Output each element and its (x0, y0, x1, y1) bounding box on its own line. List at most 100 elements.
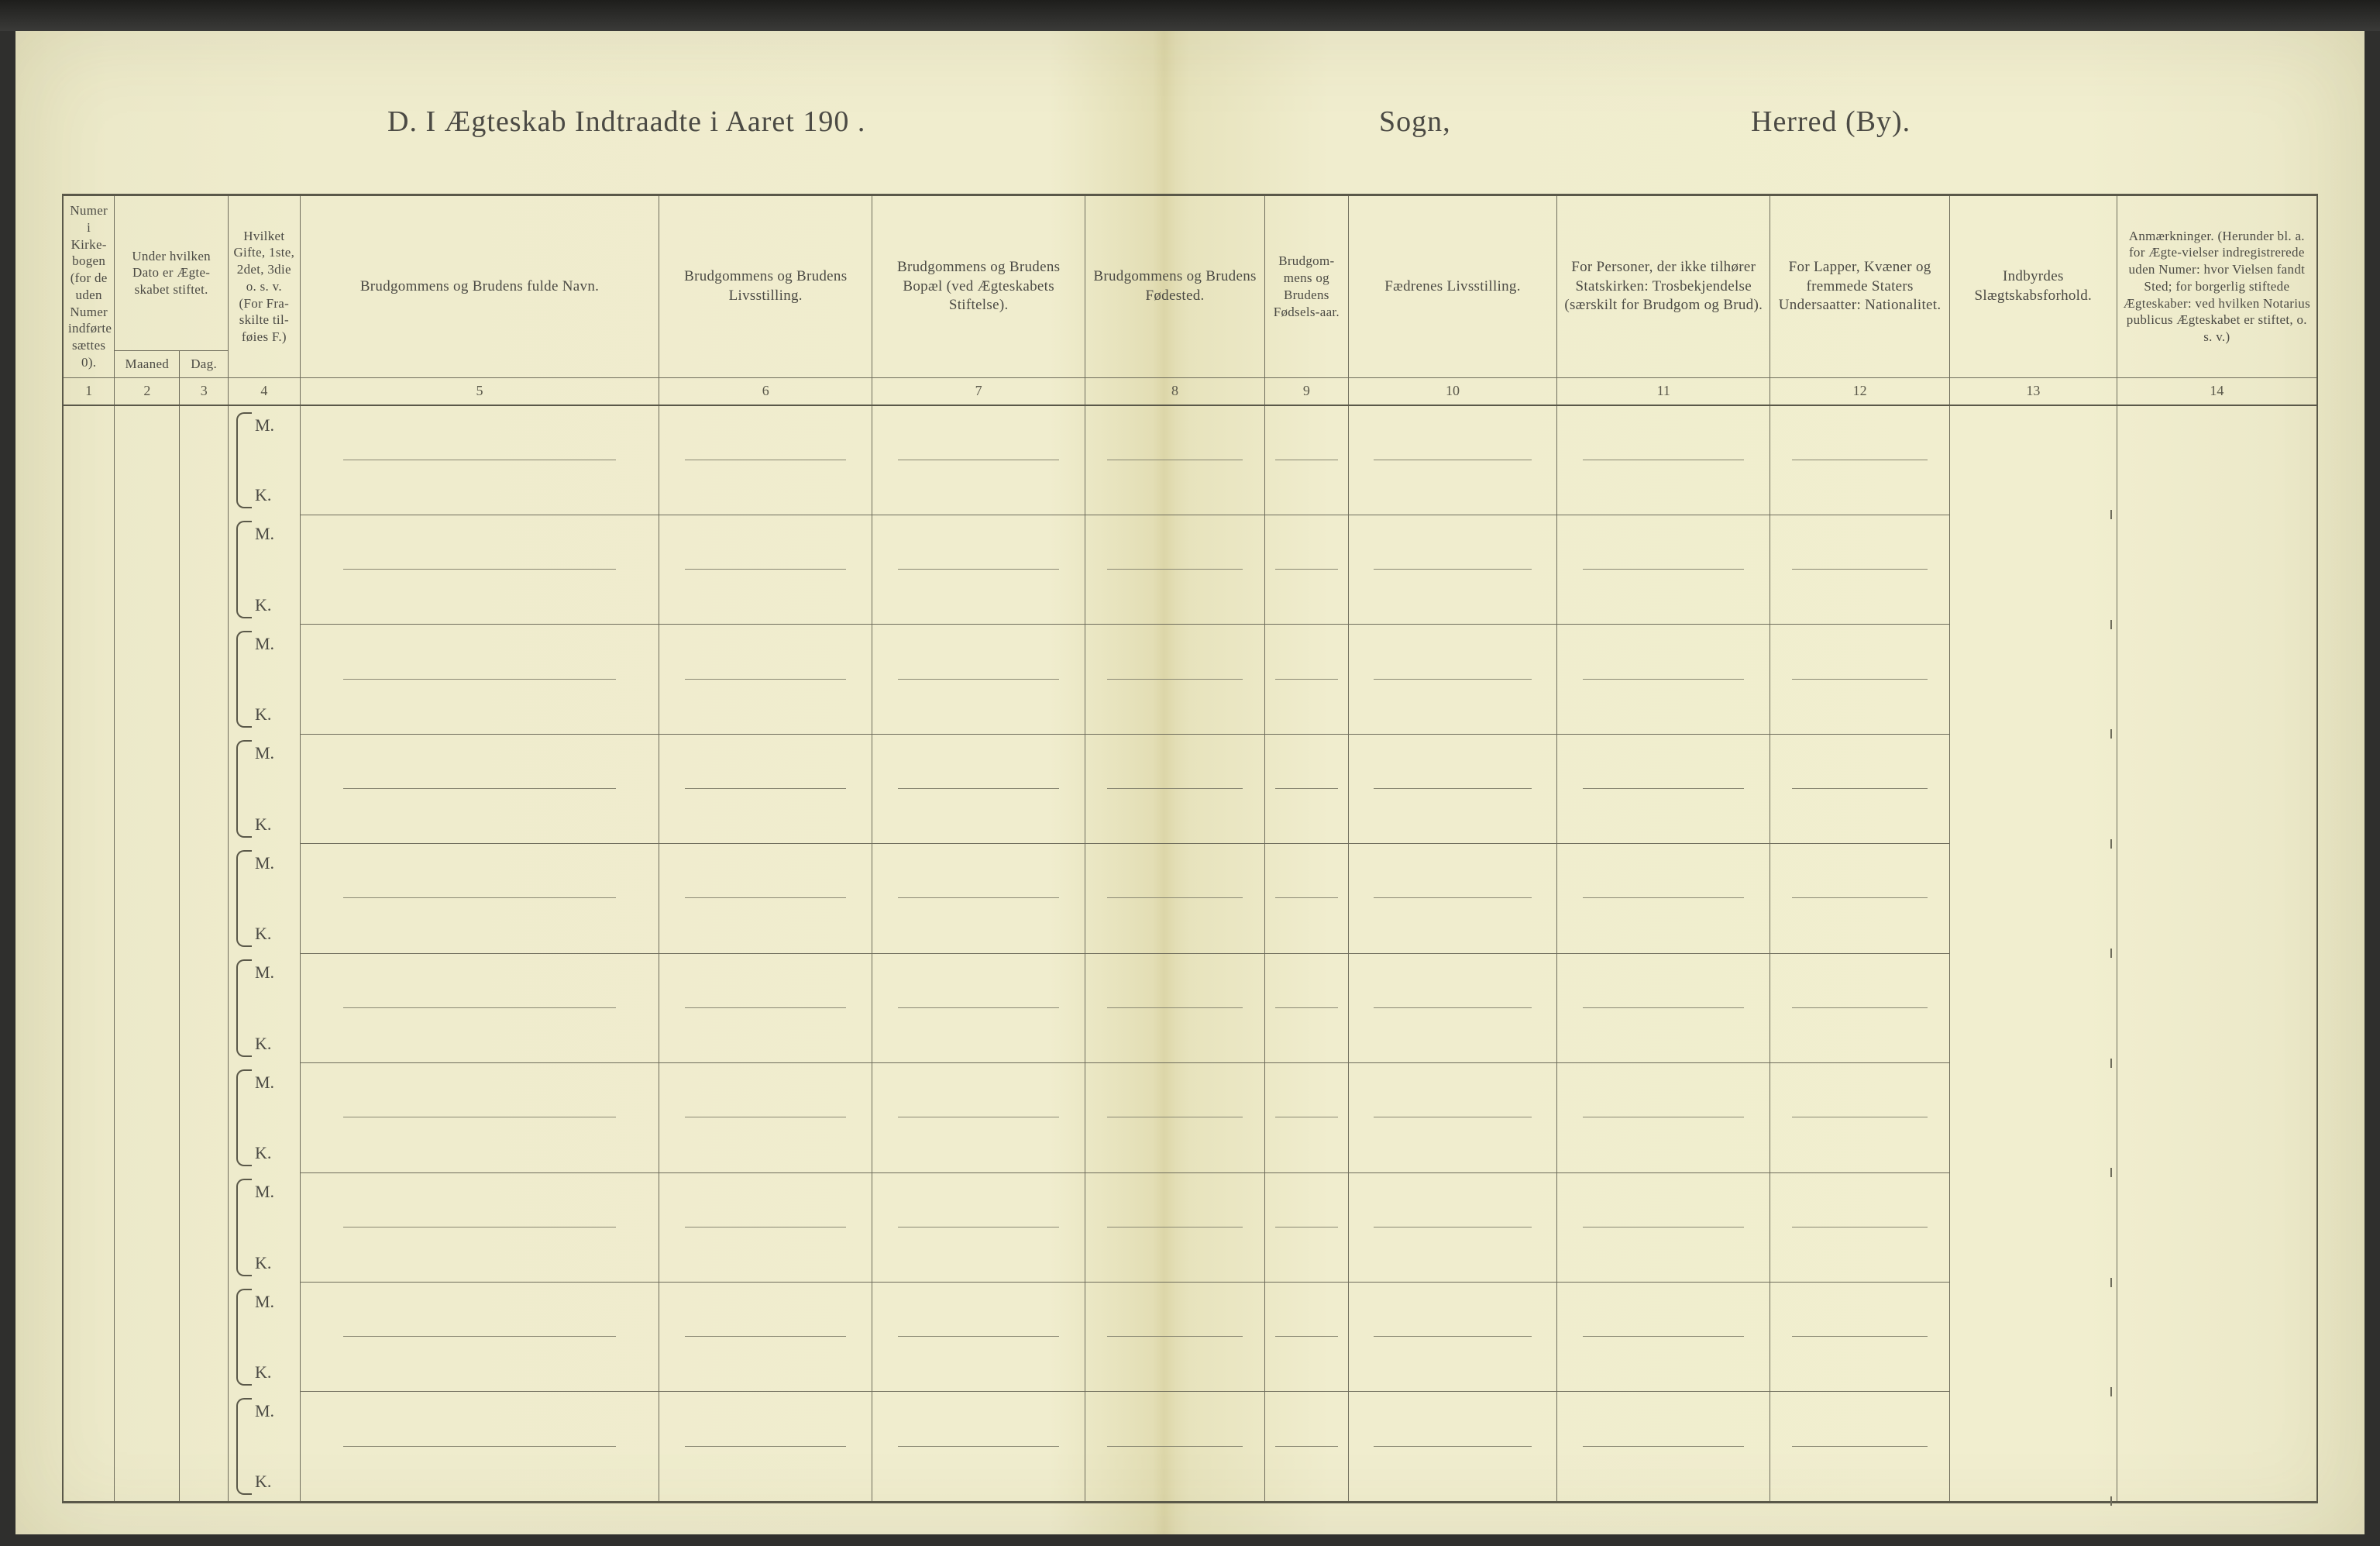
cell-col5-k (300, 570, 659, 625)
cell-col8-k (1085, 1447, 1265, 1503)
cell-col9-m (1264, 844, 1348, 899)
cell-col6-k (659, 1008, 872, 1063)
brace-icon (236, 959, 252, 1056)
entry-row-m: M.K. (63, 844, 2317, 899)
cell-col12-m (1770, 953, 1950, 1008)
col-num-11: 11 (1557, 377, 1770, 405)
cell-col11-k (1557, 898, 1770, 953)
cell-col8-k (1085, 1117, 1265, 1172)
cell-col12-m (1770, 515, 1950, 570)
cell-col5-k (300, 680, 659, 735)
cell-col13 (1950, 734, 2117, 843)
cell-col14 (2117, 734, 2317, 843)
cell-col6-m (659, 734, 872, 789)
marker-m: M. (255, 1401, 274, 1421)
cell-col12-m (1770, 1283, 1950, 1338)
cell-col12-k (1770, 1117, 1950, 1172)
cell-col10-m (1348, 515, 1557, 570)
marker-k: K. (255, 485, 271, 505)
cell-col7-m (872, 625, 1085, 680)
col-num-8: 8 (1085, 377, 1265, 405)
cell-col6-k (659, 789, 872, 844)
col-num-1: 1 (63, 377, 115, 405)
cell-col3 (180, 1063, 229, 1172)
cell-col10-k (1348, 789, 1557, 844)
cell-col10-m (1348, 734, 1557, 789)
cell-col11-m (1557, 1172, 1770, 1228)
brace-icon (236, 631, 252, 728)
cell-col7-m (872, 734, 1085, 789)
cell-col6-k (659, 570, 872, 625)
cell-col1 (63, 953, 115, 1062)
entry-row-m: M.K. (63, 625, 2317, 680)
col-header-12: For Lapper, Kvæner og fremmede Staters U… (1770, 195, 1950, 378)
cell-col8-k (1085, 680, 1265, 735)
brace-icon (236, 740, 252, 837)
cell-col12-k (1770, 1008, 1950, 1063)
brace-icon (236, 1289, 252, 1386)
col-num-7: 7 (872, 377, 1085, 405)
cell-col9-m (1264, 625, 1348, 680)
cell-col11-k (1557, 1337, 1770, 1392)
brace-icon (236, 521, 252, 618)
cell-col10-m (1348, 625, 1557, 680)
cell-col10-m (1348, 1172, 1557, 1228)
cell-col7-k (872, 1008, 1085, 1063)
cell-col5-k (300, 789, 659, 844)
brace-icon (236, 412, 252, 509)
col-num-3: 3 (180, 377, 229, 405)
cell-col8-k (1085, 1008, 1265, 1063)
cell-col6-k (659, 1228, 872, 1283)
cell-col8-m (1085, 625, 1265, 680)
col-num-2: 2 (115, 377, 180, 405)
title-sogn: Sogn, (1379, 105, 1451, 139)
cell-col11-m (1557, 515, 1770, 570)
cell-col6-k (659, 1447, 872, 1503)
cell-col14 (2117, 515, 2317, 624)
cell-col8-m (1085, 1283, 1265, 1338)
cell-col6-m (659, 1392, 872, 1447)
cell-col11-k (1557, 680, 1770, 735)
cell-col8-k (1085, 570, 1265, 625)
cell-col12-k (1770, 570, 1950, 625)
cell-col8-k (1085, 1337, 1265, 1392)
cell-col3 (180, 844, 229, 953)
cell-col13 (1950, 625, 2117, 734)
marker-m: M. (255, 524, 274, 544)
marker-k: K. (255, 1472, 271, 1492)
cell-col4-brace: M.K. (228, 1063, 300, 1172)
entry-row-m: M.K. (63, 405, 2317, 460)
cell-col1 (63, 1172, 115, 1282)
marker-k: K. (255, 704, 271, 725)
entry-row-m: M.K. (63, 515, 2317, 570)
cell-col6-k (659, 1337, 872, 1392)
cell-col6-m (659, 405, 872, 460)
col-header-4: Hvilket Gifte, 1ste, 2det, 3die o. s. v.… (228, 195, 300, 378)
cell-col8-k (1085, 898, 1265, 953)
marker-k: K. (255, 1034, 271, 1054)
col-header-11: For Personer, der ikke tilhører Statskir… (1557, 195, 1770, 378)
title-main: D. I Ægteskab Indtraadte i Aaret 190 . (387, 105, 865, 139)
cell-col2 (115, 625, 180, 734)
cell-col6-k (659, 460, 872, 515)
cell-col11-m (1557, 734, 1770, 789)
marker-k: K. (255, 924, 271, 944)
col-header-4-label: Hvilket Gifte, 1ste, 2det, 3die o. s. v.… (233, 202, 295, 371)
brace-icon (236, 1179, 252, 1276)
cell-col11-k (1557, 1447, 1770, 1503)
col-num-6: 6 (659, 377, 872, 405)
cell-col6-m (659, 1283, 872, 1338)
marker-k: K. (255, 1143, 271, 1163)
cell-col9-k (1264, 680, 1348, 735)
cell-col10-m (1348, 844, 1557, 899)
col-header-9-label: Brudgom-mens og Brudens Fødsels-aar. (1270, 202, 1343, 371)
entry-row-m: M.K. (63, 734, 2317, 789)
cell-col5-k (300, 1117, 659, 1172)
cell-col3 (180, 515, 229, 624)
cell-col13 (1950, 1063, 2117, 1172)
cell-col9-k (1264, 1228, 1348, 1283)
cell-col12-k (1770, 789, 1950, 844)
cell-col5-m (300, 405, 659, 460)
cell-col6-k (659, 1117, 872, 1172)
cell-col10-k (1348, 898, 1557, 953)
